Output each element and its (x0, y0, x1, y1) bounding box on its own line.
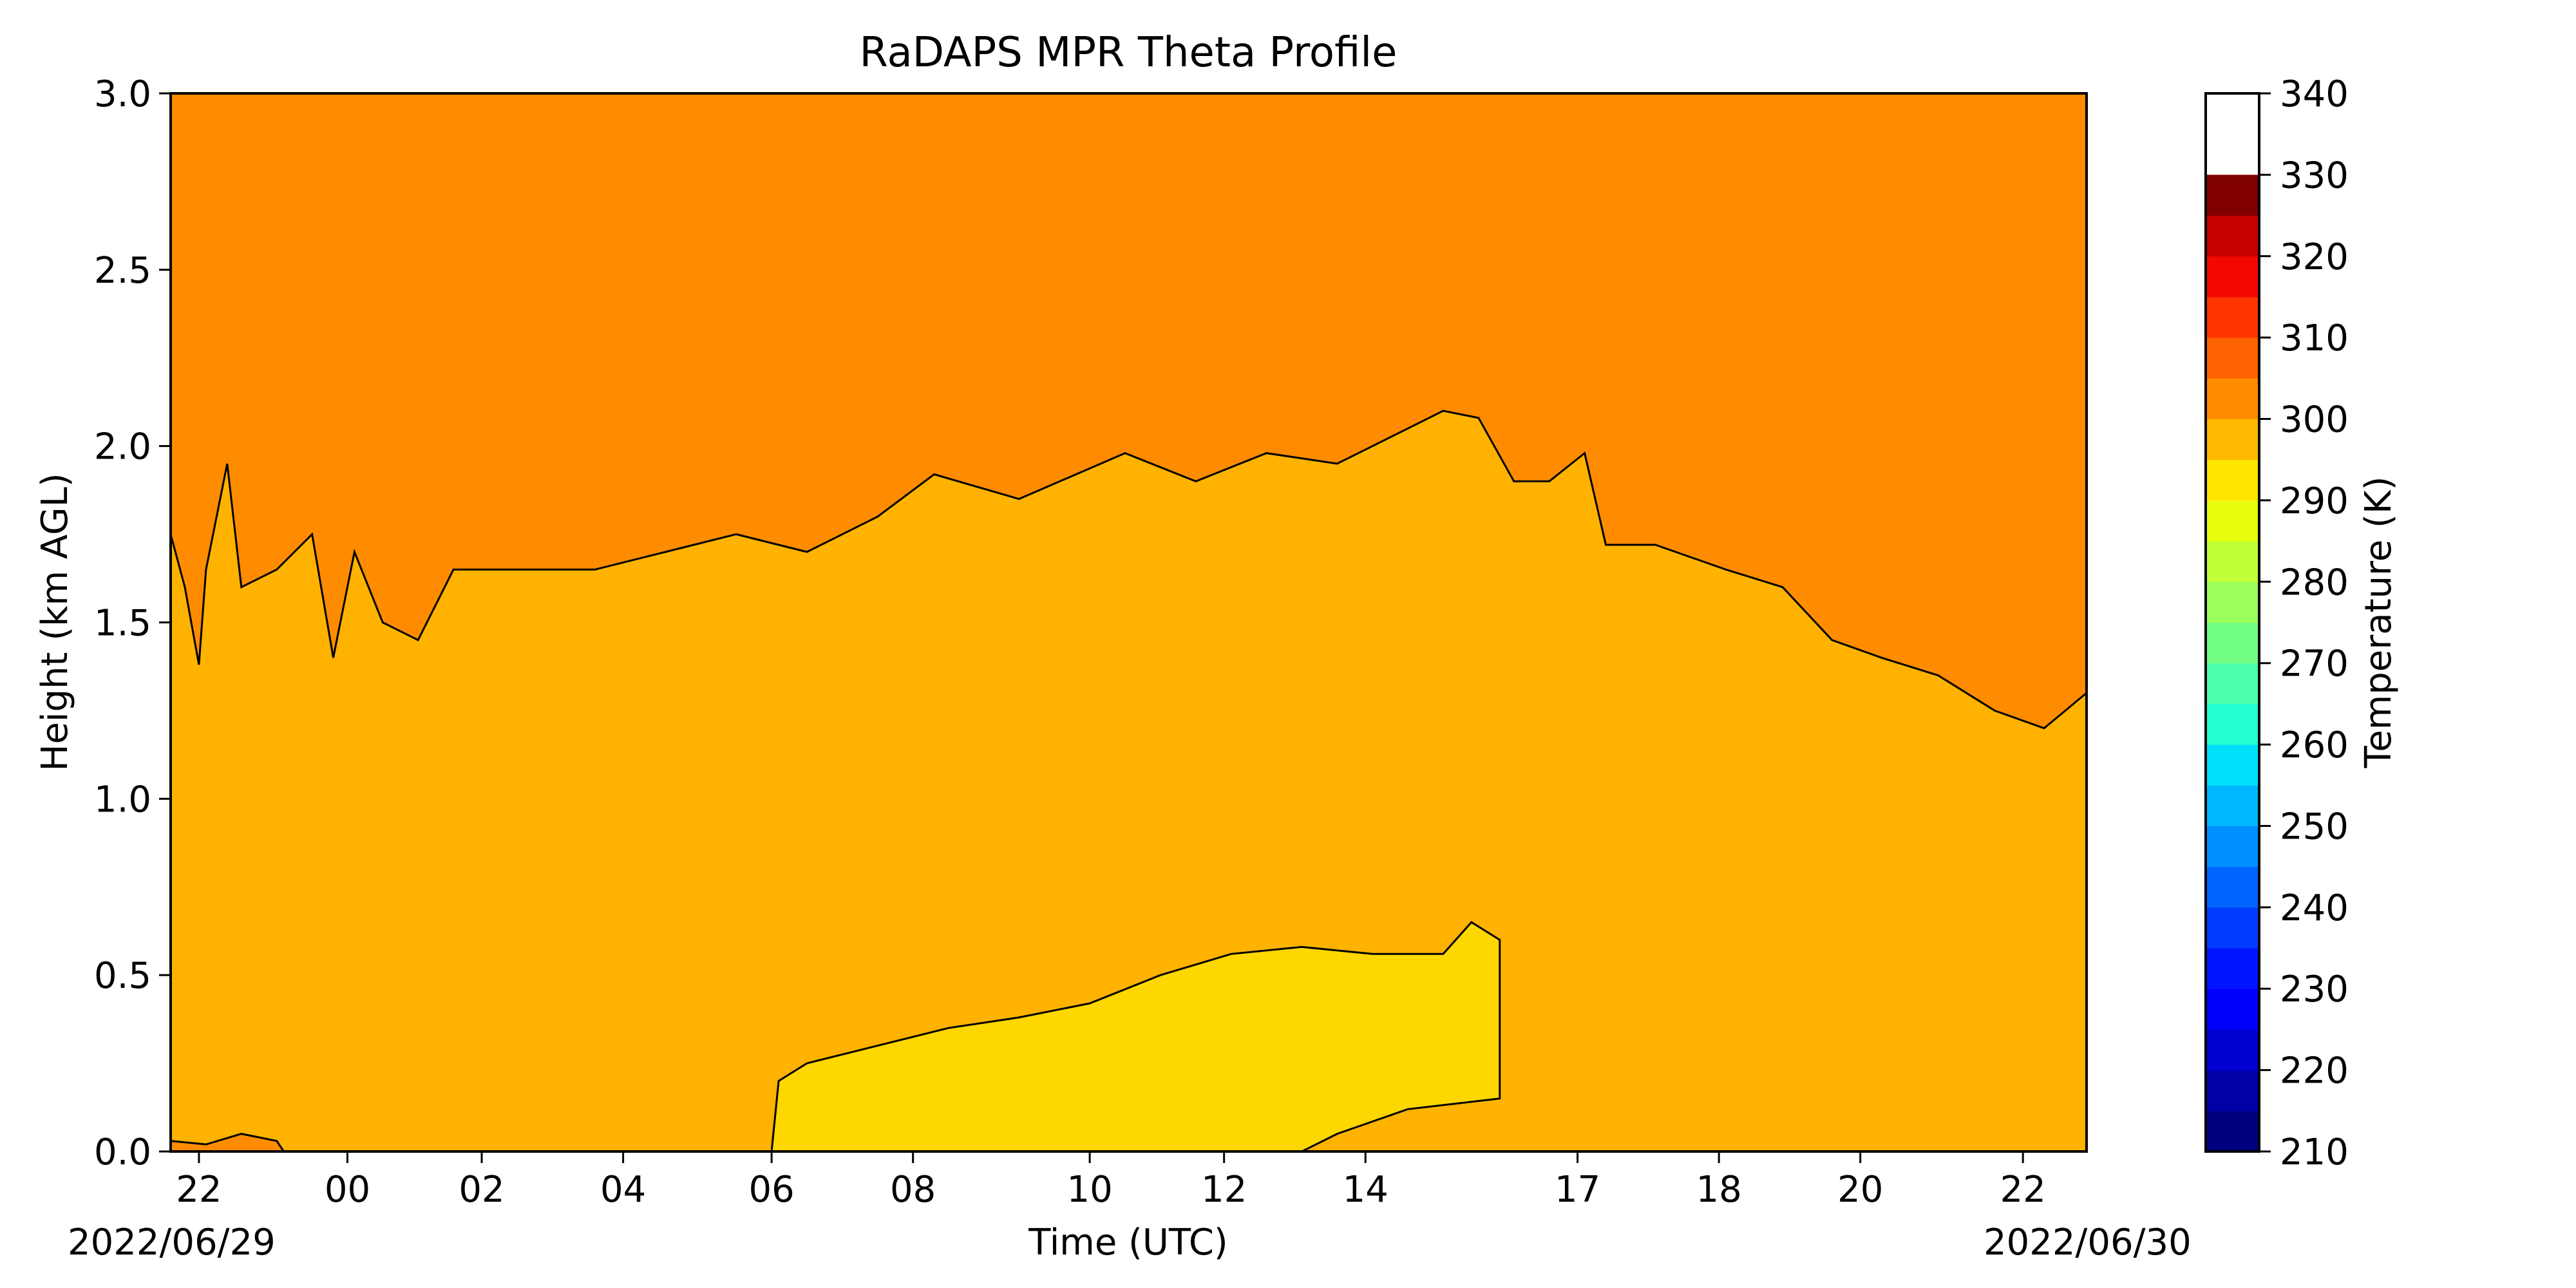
surface-layer-fill (770, 921, 1501, 1153)
x-tick-label: 22 (2000, 1169, 2046, 1211)
y-tick-label: 0.5 (94, 955, 151, 997)
date-end-label: 2022/06/30 (1984, 1222, 2192, 1264)
x-tick-label: 20 (1837, 1169, 1883, 1211)
colorbar-tick-label: 320 (2280, 236, 2349, 278)
y-tick-label: 1.0 (94, 779, 151, 820)
x-tick-label: 10 (1066, 1169, 1112, 1211)
x-tick-label: 04 (600, 1169, 646, 1211)
date-start-label: 2022/06/29 (68, 1222, 276, 1264)
y-tick-label: 2.5 (94, 250, 151, 292)
colorbar-segment (2206, 1070, 2259, 1112)
upper-layer-fill (171, 93, 2087, 728)
upper-contour-line (169, 410, 2087, 730)
x-tick-label: 12 (1201, 1169, 1247, 1211)
colorbar-segment (2206, 541, 2259, 582)
colorbar: 210 220 230 240 250 260 270 280 290 300 310 320 330 3… (2204, 73, 2349, 1173)
colorbar-tick-label: 260 (2280, 724, 2349, 766)
x-tick-label: 18 (1696, 1169, 1742, 1211)
colorbar-segment (2206, 419, 2259, 460)
x-tick-label: 14 (1343, 1169, 1388, 1211)
colorbar-segment (2206, 989, 2259, 1030)
colorbar-segment (2206, 296, 2259, 338)
colorbar-tick-label: 280 (2280, 562, 2349, 603)
colorbar-tick-label: 270 (2280, 643, 2349, 685)
colorbar-tick-label: 300 (2280, 399, 2349, 441)
x-axis-label: Time (UTC) (1028, 1222, 1228, 1264)
colorbar-segment (2206, 703, 2259, 745)
colorbar-tick-label: 290 (2280, 480, 2349, 522)
colorbar-tick-label: 230 (2280, 969, 2349, 1010)
colorbar-tick-label: 310 (2280, 317, 2349, 359)
colorbar-segment (2206, 378, 2259, 420)
chart-title: RaDAPS MPR Theta Profile (859, 29, 1397, 77)
y-axis: 0.0 0.5 1.0 1.5 2.0 2.5 3.0 (94, 73, 171, 1173)
colorbar-segment (2206, 175, 2259, 216)
y-tick-label: 3.0 (94, 73, 151, 115)
colorbar-segment (2206, 500, 2259, 542)
colorbar-segment (2206, 459, 2259, 501)
colorbar-tick-label: 340 (2280, 73, 2349, 115)
colorbar-segment (2206, 337, 2259, 379)
colorbar-segment (2206, 582, 2259, 623)
x-tick-label: 08 (890, 1169, 936, 1211)
x-tick-label: 06 (748, 1169, 794, 1211)
colorbar-tick-label: 330 (2280, 155, 2349, 196)
x-tick-label: 02 (459, 1169, 504, 1211)
colorbar-segment (2206, 744, 2259, 786)
colorbar-segment (2206, 907, 2259, 949)
colorbar-segment (2206, 256, 2259, 298)
x-tick-label: 17 (1555, 1169, 1600, 1211)
colorbar-segment (2206, 948, 2259, 989)
y-tick-label: 0.0 (94, 1132, 151, 1173)
colorbar-tick-label: 210 (2280, 1132, 2349, 1173)
colorbar-segment (2206, 663, 2259, 705)
colorbar-frame (2204, 92, 2260, 1153)
colorbar-tick-label: 240 (2280, 887, 2349, 929)
colorbar-tick-label: 250 (2280, 806, 2349, 848)
colorbar-segment (2206, 866, 2259, 908)
colorbar-segment (2206, 785, 2259, 826)
y-tick-label: 1.5 (94, 603, 151, 645)
x-tick-label: 00 (325, 1169, 370, 1211)
y-axis-label: Height (km AGL) (34, 473, 76, 771)
colorbar-label: Temperature (K) (2358, 477, 2400, 769)
y-tick-label: 2.0 (94, 426, 151, 468)
colorbar-tick-label: 220 (2280, 1050, 2349, 1092)
colorbar-segment (2206, 1110, 2259, 1152)
x-tick-label: 22 (176, 1169, 222, 1211)
colorbar-segment (2206, 826, 2259, 867)
colorbar-segment (2206, 622, 2259, 664)
x-axis: 22 00 02 04 06 08 10 12 14 17 18 20 22 (176, 1151, 2046, 1211)
plot-area (169, 92, 2088, 1153)
colorbar-segment (2206, 215, 2259, 257)
colorbar-segment (2206, 1029, 2259, 1071)
